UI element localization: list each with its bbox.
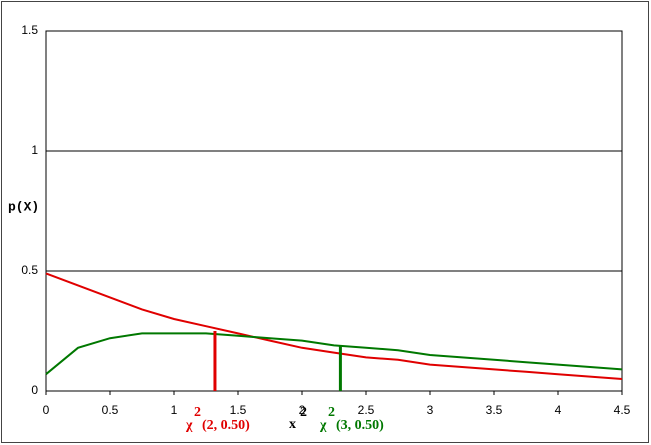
chi-symbol: χ	[185, 418, 193, 433]
series-label: (2, 0.50)	[202, 418, 250, 433]
x-axis-label: x	[289, 417, 296, 432]
x-tick-label: 2	[299, 403, 306, 417]
chi-superscript: 2	[194, 405, 201, 420]
y-tick-label: 0.5	[21, 263, 38, 277]
x-axis-superscript: 2	[300, 405, 307, 420]
x-tick-label: 1.5	[230, 403, 247, 417]
y-tick-label: 1.5	[21, 23, 38, 37]
y-axis-label: p(X)	[8, 199, 39, 214]
chi-superscript: 2	[328, 405, 335, 420]
x-tick-label: 1	[171, 403, 178, 417]
x-tick-label: 4	[555, 403, 562, 417]
series-label: (3, 0.50)	[336, 418, 384, 433]
x-tick-label: 0.5	[102, 403, 119, 417]
x-tick-label: 4.5	[614, 403, 631, 417]
y-tick-label: 1	[31, 143, 38, 157]
x-tick-label: 2.5	[358, 403, 375, 417]
series-line	[45, 332, 623, 375]
x-tick-label: 0	[43, 403, 50, 417]
chi-symbol: χ	[319, 418, 327, 433]
series-line	[45, 272, 623, 380]
x-tick-label: 3.5	[486, 403, 503, 417]
y-tick-label: 0	[31, 383, 38, 397]
plot-border	[45, 30, 623, 392]
x-tick-label: 3	[427, 403, 434, 417]
